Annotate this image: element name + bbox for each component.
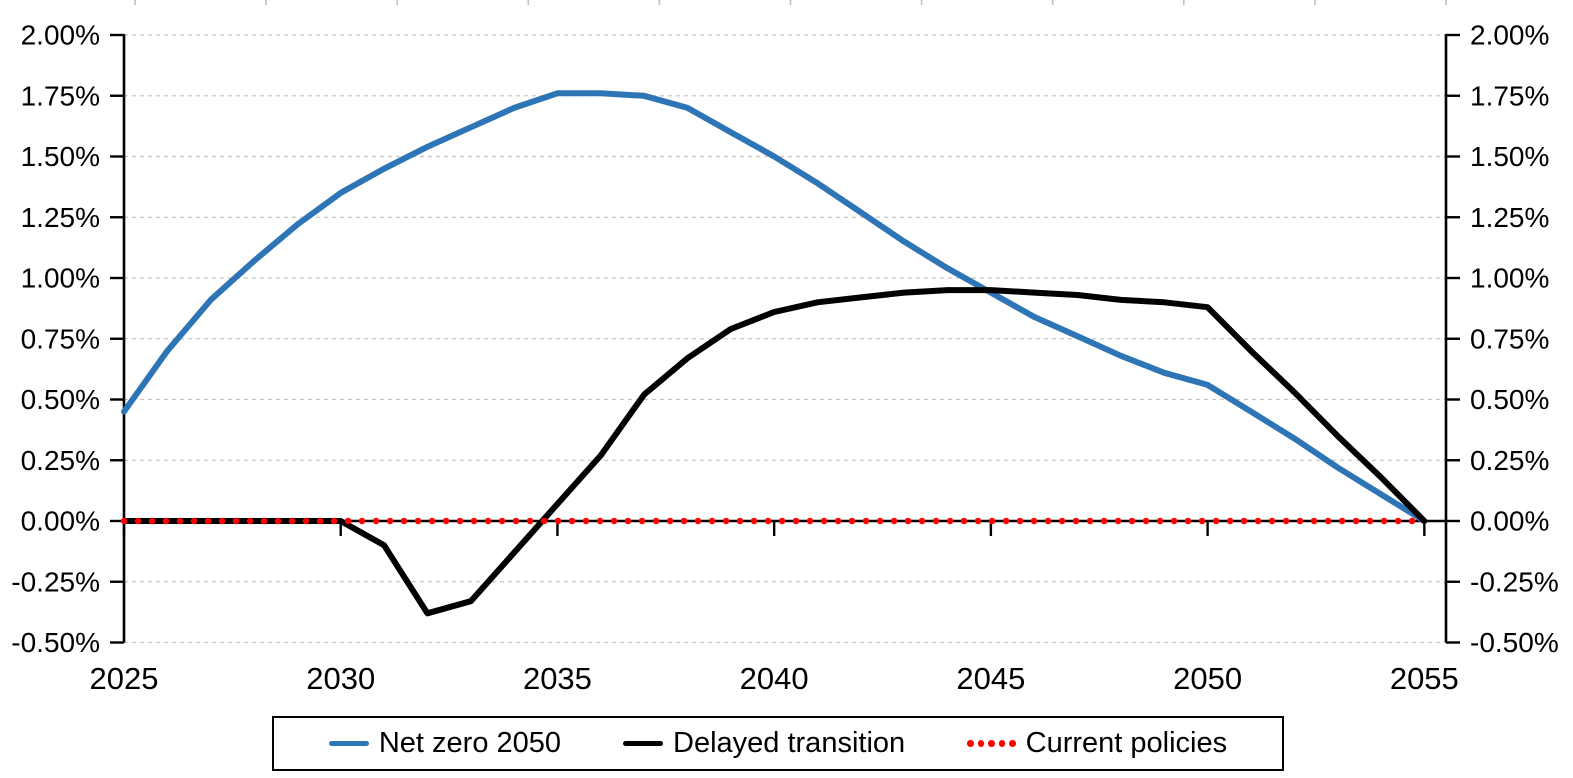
left-y-axis-label: -0.50% — [11, 627, 100, 658]
left-y-axis-label: 0.75% — [21, 323, 100, 354]
legend-item-net-zero-2050: Net zero 2050 — [328, 727, 562, 760]
right-y-axis-label: -0.50% — [1470, 627, 1559, 658]
x-axis-label: 2040 — [740, 661, 809, 696]
legend-line-swatch-net-zero-icon — [328, 740, 369, 747]
right-y-axis-label: -0.25% — [1470, 566, 1559, 597]
left-y-axis-label: 1.75% — [21, 80, 100, 111]
legend-dotted-swatch-current-policies-icon — [967, 740, 1016, 747]
right-y-axis-label: 2.00% — [1470, 20, 1549, 51]
series-line-net-zero-2050 — [121, 90, 1428, 524]
left-y-axis-label: 0.00% — [21, 506, 100, 537]
left-y-axis-label: 1.25% — [21, 202, 100, 233]
left-y-axis-label: 0.50% — [21, 384, 100, 415]
right-y-axis-label: 1.00% — [1470, 263, 1549, 294]
right-y-axis-label: 0.50% — [1470, 384, 1549, 415]
chart-legend: Net zero 2050 Delayed transition Current… — [272, 716, 1284, 771]
right-y-axis-label: 1.50% — [1470, 141, 1549, 172]
left-y-axis-label: 1.00% — [21, 263, 100, 294]
series-line-delayed-transition — [121, 287, 1428, 617]
legend-line-swatch-delayed-transition-icon — [623, 740, 664, 747]
legend-label-net-zero-2050: Net zero 2050 — [378, 727, 562, 759]
right-y-axis-label: 1.75% — [1470, 80, 1549, 111]
right-y-axis-label: 0.25% — [1470, 445, 1549, 476]
right-y-axis-label: 1.25% — [1470, 202, 1549, 233]
left-y-axis-label: 0.25% — [21, 445, 100, 476]
left-y-axis-label: 1.50% — [21, 141, 100, 172]
legend-label-current-policies: Current policies — [1025, 727, 1228, 759]
left-y-axis-label: -0.25% — [11, 566, 100, 597]
legend-item-delayed-transition: Delayed transition — [623, 727, 905, 760]
x-axis-label: 2050 — [1173, 661, 1242, 696]
right-y-axis-label: 0.75% — [1470, 323, 1549, 354]
x-axis-label: 2035 — [523, 661, 592, 696]
x-axis-label: 2045 — [956, 661, 1025, 696]
right-y-axis-label: 0.00% — [1470, 506, 1549, 537]
left-y-axis-label: 2.00% — [21, 20, 100, 51]
chart-plot-area: 2.00% 2.00% 1.75% 1.75% 1.50% 1.50% 1.25% 1.25%… — [11, 0, 1559, 696]
x-axis-label: 2055 — [1390, 661, 1459, 696]
x-axis-label: 2030 — [306, 661, 375, 696]
x-axis-label: 2025 — [90, 661, 159, 696]
legend-item-current-policies: Current policies — [967, 727, 1227, 760]
legend-label-delayed-transition: Delayed transition — [673, 727, 906, 759]
